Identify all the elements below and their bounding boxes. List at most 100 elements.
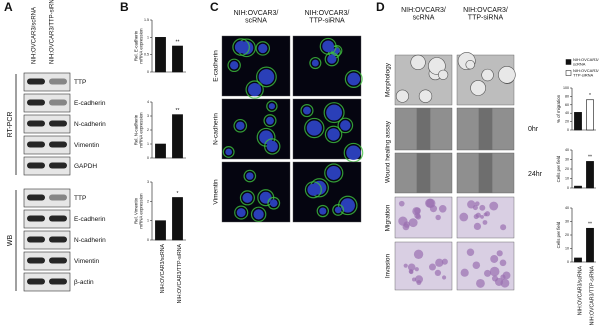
cell (480, 215, 484, 219)
y-tick-label: 1 (147, 219, 149, 223)
column-header: TTP-siRNA (468, 15, 504, 22)
nucleus (340, 198, 355, 213)
cell (338, 195, 358, 216)
blot-band (49, 141, 67, 148)
bar (574, 257, 582, 263)
cell (408, 218, 418, 228)
y-axis-label: Cells per field (556, 155, 561, 182)
y-tick-label: 20 (565, 167, 569, 171)
x-tick-label: NIH:OVCAR3/TTP-siRNA (589, 265, 595, 325)
nucleus (253, 209, 264, 220)
bar (586, 227, 594, 263)
cell (409, 269, 414, 275)
panel-letter: C (210, 0, 219, 14)
row-label: E-cadherin (213, 50, 220, 82)
cell (473, 222, 482, 231)
band-label: GAPDH (74, 163, 97, 170)
cell (460, 268, 469, 277)
band-label: TTP (74, 195, 86, 202)
nucleus (236, 121, 245, 131)
band-label: E-cadherin (74, 216, 106, 223)
blot-strip (23, 209, 71, 229)
y-tick-label: 0 (147, 70, 149, 74)
panel-letter: D (376, 0, 385, 14)
blot-band (49, 278, 67, 285)
cell (438, 69, 449, 80)
row-label: Invasion (385, 254, 392, 279)
nucleus (259, 130, 273, 145)
row-label: Vimentin (213, 179, 220, 205)
blot-strip (23, 72, 71, 92)
bar (586, 99, 594, 131)
bar (574, 185, 582, 189)
cell (324, 125, 343, 144)
cell (324, 163, 344, 183)
cell (418, 89, 433, 103)
row-label: Morphology (385, 62, 392, 97)
legend-swatch (565, 70, 572, 76)
micrograph (221, 98, 291, 160)
nucleus (326, 165, 341, 180)
cell (316, 204, 329, 218)
cell (304, 181, 322, 199)
blot-band (27, 257, 45, 264)
blot-band (27, 78, 45, 85)
y-axis-label: Cells per field (556, 221, 561, 248)
y-tick-label: 10 (565, 246, 569, 250)
blot-band (49, 215, 67, 222)
cell (435, 258, 444, 267)
band-label: E-cadherin (74, 100, 106, 107)
blot-strip (23, 156, 71, 176)
wound-gap (478, 108, 493, 150)
group-label: RT-PCR (7, 112, 14, 138)
lane-label: NIH:OVCAR3/TTP-siRNA (50, 0, 56, 64)
blot-band (27, 236, 45, 243)
y-tick-label: 0.5 (144, 53, 149, 57)
nucleus (311, 59, 319, 67)
blot-band (27, 120, 45, 127)
band-label: Vimentin (74, 258, 100, 265)
blot-strip (23, 272, 71, 292)
cell (234, 205, 249, 220)
image-bg (394, 241, 453, 291)
cell (500, 224, 507, 231)
lane-label: NIH:OVCAR3/scRNA (32, 7, 38, 64)
y-tick-label: 40 (565, 148, 569, 152)
column-header: scRNA (413, 15, 435, 22)
micrograph (292, 161, 362, 223)
micrograph (456, 241, 515, 291)
blot-band (27, 141, 45, 148)
cell (256, 66, 277, 88)
nucleus (258, 43, 268, 54)
cell (489, 266, 500, 277)
cell (324, 52, 339, 67)
cell (407, 263, 416, 271)
cell (300, 104, 314, 118)
bar (172, 197, 183, 241)
bar (155, 37, 166, 73)
cell (500, 278, 510, 288)
legend-label: scRNA (573, 61, 586, 66)
group-label: WB (7, 235, 14, 247)
cell (266, 100, 278, 112)
y-tick-label: 1 (147, 142, 149, 146)
blot-band (49, 120, 67, 127)
blot-band (27, 278, 45, 285)
panel-letter: A (4, 0, 13, 14)
cell (412, 207, 421, 216)
blot-band (49, 194, 67, 201)
cell (438, 205, 447, 213)
y-axis-label: % of migration (556, 94, 561, 123)
y-tick-label: 2 (147, 128, 149, 132)
nucleus (258, 69, 275, 85)
y-tick-label: 80 (565, 94, 569, 98)
column-header: NIH:OVCAR3/ (305, 10, 350, 17)
cell (398, 200, 405, 207)
y-tick-label: 60 (565, 103, 569, 107)
blot-band (49, 236, 67, 243)
nucleus (234, 40, 248, 54)
nucleus (242, 192, 253, 203)
cell (482, 220, 488, 225)
nucleus (230, 61, 239, 70)
